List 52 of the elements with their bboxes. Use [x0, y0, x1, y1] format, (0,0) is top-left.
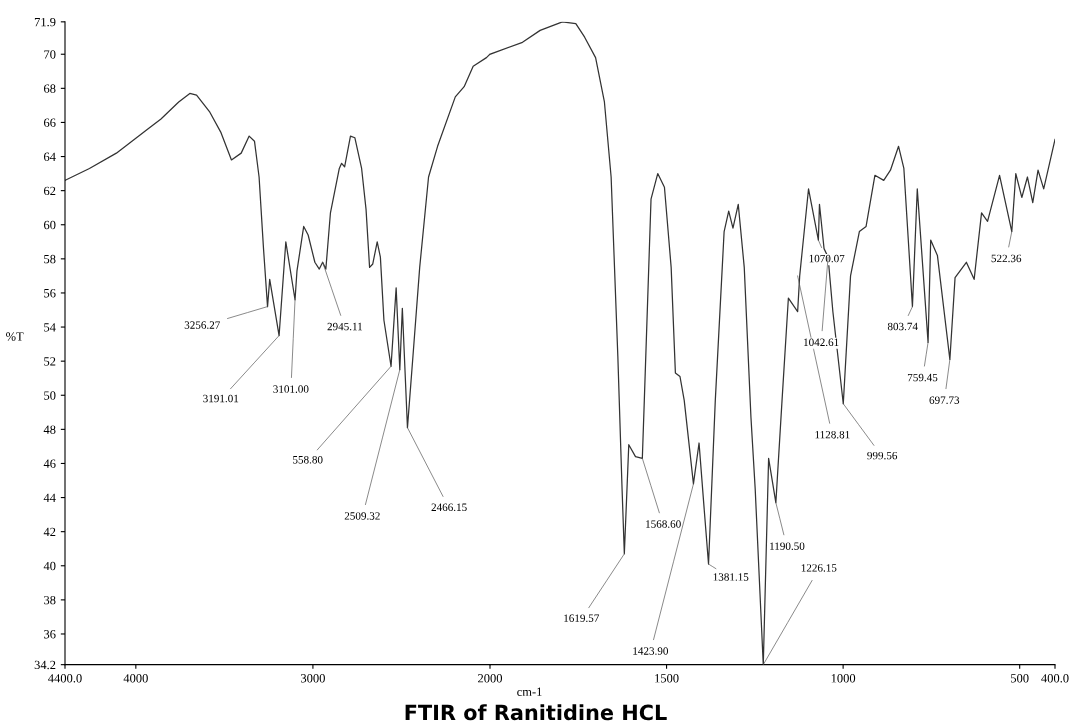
annotation: 1128.81: [815, 430, 850, 439]
x-tick-label: 1000: [831, 674, 856, 683]
y-tick-label: 70: [44, 50, 56, 59]
annotation: 558.80: [293, 456, 323, 464]
annotation: 522.36: [991, 254, 1022, 263]
annotation: 759.45: [907, 373, 938, 382]
x-tick-label: 4400.0: [48, 674, 82, 683]
y-tick-label: 52: [44, 357, 56, 366]
y-axis-title: %T: [6, 332, 24, 341]
y-tick-label: 40: [43, 561, 56, 571]
x-tick-label: 2000: [478, 674, 503, 683]
y-tick-label: 42: [43, 527, 56, 536]
annotation: 1190.50: [770, 542, 805, 550]
x-tick-label: 1500: [655, 674, 679, 683]
annotation: 999.56: [867, 451, 898, 460]
y-tick-label: 66: [44, 118, 56, 127]
annotation: 3101.00: [273, 385, 309, 393]
x-tick-label: 400.0: [1041, 674, 1069, 683]
x-tick-label: 500: [1011, 674, 1029, 683]
annotation: 697.73: [929, 396, 960, 404]
y-tick-label: 62: [44, 186, 56, 196]
y-tick-label: 56: [44, 289, 56, 298]
y-tick-label: 44: [43, 493, 56, 502]
y-tick-label: 36: [44, 630, 56, 639]
x-tick-label: 3000: [301, 674, 325, 683]
annotation: 1423.90: [633, 647, 669, 655]
annotation: 2509.32: [344, 512, 380, 520]
y-tick-label: 48: [43, 425, 56, 434]
y-tick-label: 46: [43, 459, 56, 468]
annotation: 1042.61: [804, 338, 839, 347]
x-axis-title: cm-1: [517, 687, 542, 696]
y-tick-label: 34.2: [34, 660, 56, 670]
y-tick-label: 54: [44, 323, 56, 332]
annotation: 1568.60: [646, 520, 681, 528]
y-tick-label: 71.9: [34, 17, 56, 27]
y-tick-label: 58: [44, 254, 56, 264]
y-tick-label: 60: [44, 220, 56, 230]
y-tick-label: 64: [44, 152, 56, 161]
annotation: 1070.07: [809, 254, 845, 263]
text: FTIR of Ranitidine HCL: [405, 704, 667, 721]
y-tick-label: 38: [44, 595, 56, 605]
y-tick-label: 68: [44, 84, 56, 93]
annotation: 2466.15: [431, 503, 467, 512]
annotation: 1381.15: [713, 573, 749, 581]
annotation: 3191.01: [203, 394, 239, 403]
annotation: 2945.11: [327, 322, 363, 331]
annotation: 1619.57: [564, 614, 600, 622]
y-tick-label: 50: [44, 391, 56, 400]
annotation: 803.74: [887, 322, 918, 331]
x-tick-label: 4000: [123, 674, 148, 683]
annotation: 3256.27: [184, 321, 220, 329]
annotation: 1226.15: [801, 564, 837, 572]
